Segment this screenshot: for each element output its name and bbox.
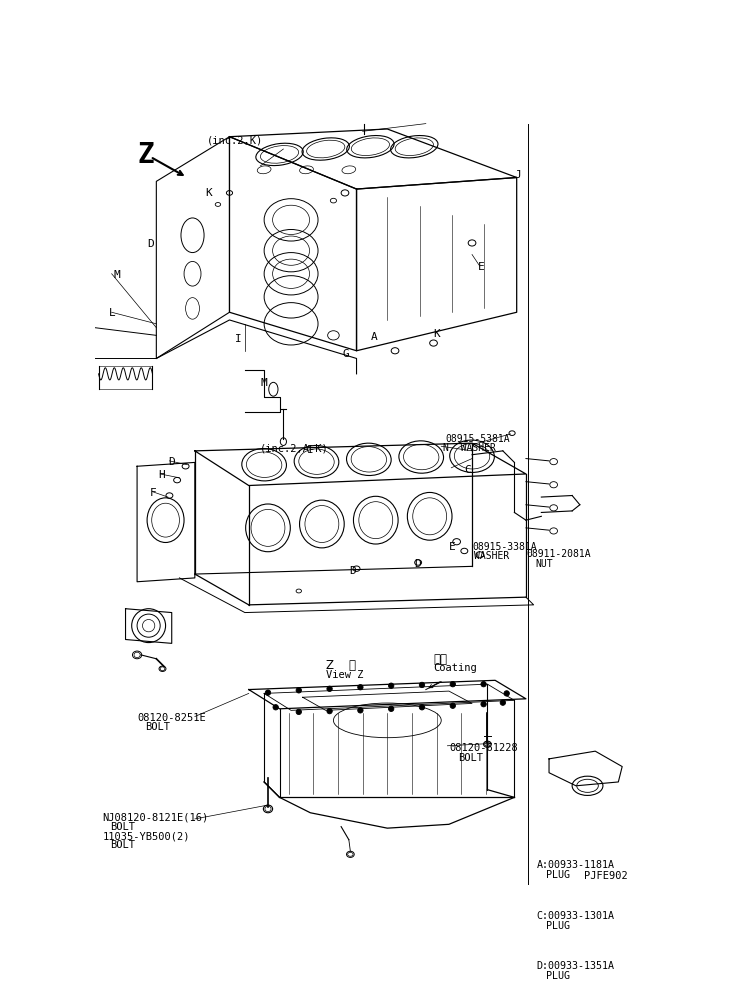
Circle shape <box>327 709 332 714</box>
Text: 08915-5381A: 08915-5381A <box>445 434 510 444</box>
Circle shape <box>389 683 394 689</box>
Circle shape <box>481 702 486 707</box>
Text: 08911-2081A: 08911-2081A <box>526 550 591 560</box>
Text: N  WASHER: N WASHER <box>443 443 496 453</box>
Text: 08915-3381A: 08915-3381A <box>472 542 536 552</box>
Text: 08120-8251E: 08120-8251E <box>137 713 206 723</box>
Text: C:00933-1301A: C:00933-1301A <box>536 910 614 920</box>
Text: NUT: NUT <box>535 559 553 569</box>
Circle shape <box>357 708 363 713</box>
Circle shape <box>296 688 302 693</box>
Text: E: E <box>449 542 455 552</box>
Text: L: L <box>108 308 115 318</box>
Circle shape <box>481 682 486 687</box>
Text: BOLT: BOLT <box>145 722 170 732</box>
Circle shape <box>450 682 455 687</box>
Text: D: D <box>348 566 356 577</box>
Text: K: K <box>205 188 212 198</box>
Circle shape <box>419 705 425 710</box>
Text: WASHER: WASHER <box>473 551 509 561</box>
Text: BOLT: BOLT <box>110 822 135 832</box>
Text: PLUG: PLUG <box>545 920 570 930</box>
Text: PJFE902: PJFE902 <box>584 870 627 880</box>
Circle shape <box>265 690 270 696</box>
Circle shape <box>500 700 505 706</box>
Text: D: D <box>168 457 175 467</box>
Circle shape <box>419 683 425 688</box>
Text: Coating: Coating <box>433 664 477 674</box>
Text: Z    視: Z 視 <box>325 659 356 672</box>
Circle shape <box>273 705 279 710</box>
Text: NJ08120-8121E(16): NJ08120-8121E(16) <box>103 812 209 822</box>
Text: (inc.2,A-K): (inc.2,A-K) <box>260 443 329 453</box>
Text: A:00933-1181A: A:00933-1181A <box>536 860 614 870</box>
Text: I: I <box>235 333 241 344</box>
Text: 11035-YB500(2): 11035-YB500(2) <box>103 831 190 841</box>
Circle shape <box>357 685 363 690</box>
Text: M: M <box>114 269 120 279</box>
Text: BOLT: BOLT <box>458 752 483 762</box>
Text: View Z: View Z <box>325 670 363 680</box>
Text: K: K <box>433 329 441 339</box>
Text: J: J <box>514 170 521 180</box>
Circle shape <box>327 686 332 692</box>
Text: M: M <box>260 377 267 387</box>
Text: I: I <box>306 445 314 455</box>
Text: H: H <box>159 470 166 480</box>
Circle shape <box>296 710 302 715</box>
Text: D:00933-1351A: D:00933-1351A <box>536 961 614 971</box>
Text: PLUG: PLUG <box>545 971 570 981</box>
Text: BOLT: BOLT <box>110 840 135 850</box>
Text: PLUG: PLUG <box>545 870 570 880</box>
Text: E: E <box>478 262 485 272</box>
Text: A: A <box>371 331 377 341</box>
Circle shape <box>504 691 510 697</box>
Text: D: D <box>147 240 154 250</box>
Text: (inc.2,K): (inc.2,K) <box>207 135 262 145</box>
Text: G: G <box>343 349 349 359</box>
Text: 塗布: 塗布 <box>433 654 447 667</box>
Circle shape <box>450 703 455 709</box>
Text: F: F <box>150 488 157 498</box>
Text: 08120-61228: 08120-61228 <box>449 744 518 753</box>
Text: D: D <box>415 559 421 569</box>
Text: Z: Z <box>137 142 154 170</box>
Text: C: C <box>464 465 471 475</box>
Circle shape <box>389 707 394 712</box>
